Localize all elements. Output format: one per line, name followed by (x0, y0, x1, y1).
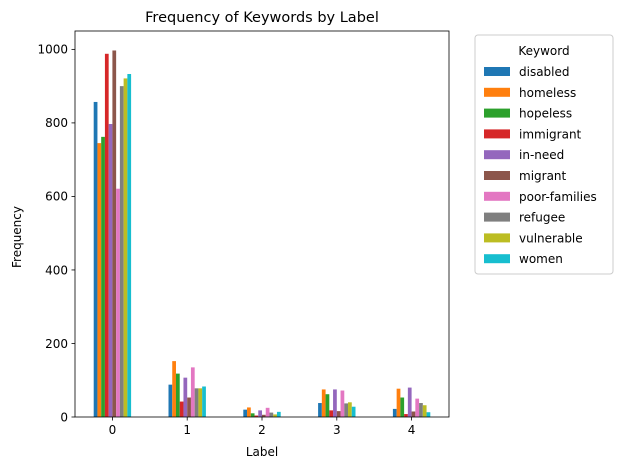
bar-poor-families-1 (190, 367, 195, 417)
bar-hopeless-2 (250, 413, 255, 417)
bar-hopeless-1 (175, 373, 180, 417)
legend-label-homeless: homeless (519, 86, 576, 100)
legend-label-poor-families: poor-families (519, 190, 597, 204)
y-tick-label: 1000 (37, 43, 68, 57)
x-tick-label: 2 (258, 423, 266, 437)
bar-homeless-0 (97, 143, 102, 417)
x-tick-label: 4 (408, 423, 416, 437)
bar-migrant-2 (262, 414, 266, 417)
y-tick-label: 400 (45, 263, 68, 277)
bar-migrant-3 (336, 411, 341, 417)
bar-poor-families-3 (340, 390, 345, 417)
bar-hopeless-4 (400, 397, 405, 417)
bar-women-1 (202, 386, 206, 417)
bar-in-need-0 (108, 124, 113, 417)
bar-women-4 (426, 412, 431, 417)
bar-disabled-4 (392, 408, 397, 417)
bar-refugee-2 (269, 412, 274, 417)
bar-homeless-4 (396, 388, 401, 417)
bar-immigrant-4 (404, 414, 408, 417)
legend-swatch-in-need (484, 150, 510, 160)
bar-migrant-4 (411, 411, 416, 417)
bar-homeless-2 (247, 407, 251, 417)
legend-label-in-need: in-need (519, 148, 564, 162)
x-tick-label: 0 (109, 423, 117, 437)
bar-disabled-0 (93, 101, 98, 417)
legend-label-refugee: refugee (519, 211, 565, 225)
legend-title: Keyword (518, 44, 569, 58)
y-tick-label: 0 (60, 410, 68, 424)
bar-poor-families-0 (116, 188, 120, 417)
bar-immigrant-0 (104, 53, 109, 417)
bar-immigrant-1 (179, 401, 184, 417)
bar-refugee-4 (419, 403, 423, 417)
bar-disabled-1 (168, 384, 173, 417)
bars-group (93, 50, 431, 418)
legend-items: disabled homeless hopeless immigrant in-need… (484, 65, 597, 266)
chart-title: Frequency of Keywords by Label (145, 10, 379, 26)
y-tick-label: 600 (45, 190, 68, 204)
bar-immigrant-2 (254, 415, 259, 417)
legend-label-disabled: disabled (519, 65, 570, 79)
bar-migrant-0 (112, 50, 117, 417)
y-tick-label: 800 (45, 116, 68, 130)
bar-homeless-1 (172, 361, 176, 417)
legend-swatch-disabled (484, 67, 510, 76)
axes-group: 0 200 400 600 800 1000 0 1 2 3 4 (37, 30, 450, 437)
legend-swatch-women (484, 254, 510, 264)
bar-vulnerable-4 (422, 405, 427, 417)
legend-swatch-poor-families (484, 191, 510, 201)
bar-immigrant-3 (329, 410, 334, 417)
bar-in-need-4 (407, 387, 412, 417)
legend-swatch-vulnerable (484, 233, 510, 243)
legend-swatch-hopeless (484, 108, 510, 118)
legend-swatch-immigrant (484, 129, 510, 139)
legend-label-migrant: migrant (519, 169, 567, 183)
bar-in-need-2 (258, 410, 262, 417)
legend: Keyword disabled homeless hopeless immigran… (474, 34, 614, 275)
legend-swatch-migrant (484, 171, 510, 180)
bar-vulnerable-0 (123, 78, 128, 418)
bar-vulnerable-3 (348, 402, 352, 417)
x-tick-label: 3 (333, 423, 341, 437)
y-axis-title: Frequency (10, 206, 24, 268)
bar-women-3 (351, 406, 356, 417)
bar-poor-families-4 (415, 398, 420, 417)
bar-migrant-1 (187, 397, 191, 417)
legend-swatch-refugee (484, 212, 510, 222)
bar-women-2 (276, 411, 281, 417)
bar-refugee-0 (119, 86, 124, 417)
x-axis-title: Label (246, 445, 278, 459)
bar-women-0 (127, 74, 132, 417)
y-tick-label: 200 (45, 337, 68, 351)
bar-refugee-3 (344, 403, 349, 417)
bar-poor-families-2 (265, 407, 270, 417)
bar-disabled-3 (318, 403, 322, 417)
legend-label-vulnerable: vulnerable (519, 231, 583, 245)
bar-vulnerable-1 (198, 388, 203, 417)
x-tick-label: 1 (183, 423, 191, 437)
legend-label-immigrant: immigrant (519, 127, 582, 141)
bar-hopeless-0 (101, 136, 105, 417)
bar-homeless-3 (321, 389, 326, 417)
bar-in-need-3 (333, 389, 337, 417)
bar-in-need-1 (183, 377, 188, 417)
legend-label-hopeless: hopeless (519, 107, 572, 121)
bar-vulnerable-2 (273, 414, 277, 417)
legend-label-women: women (519, 252, 563, 266)
bar-disabled-2 (243, 409, 248, 417)
bar-hopeless-3 (325, 394, 330, 417)
bar-refugee-1 (194, 388, 199, 417)
legend-swatch-homeless (484, 87, 510, 97)
